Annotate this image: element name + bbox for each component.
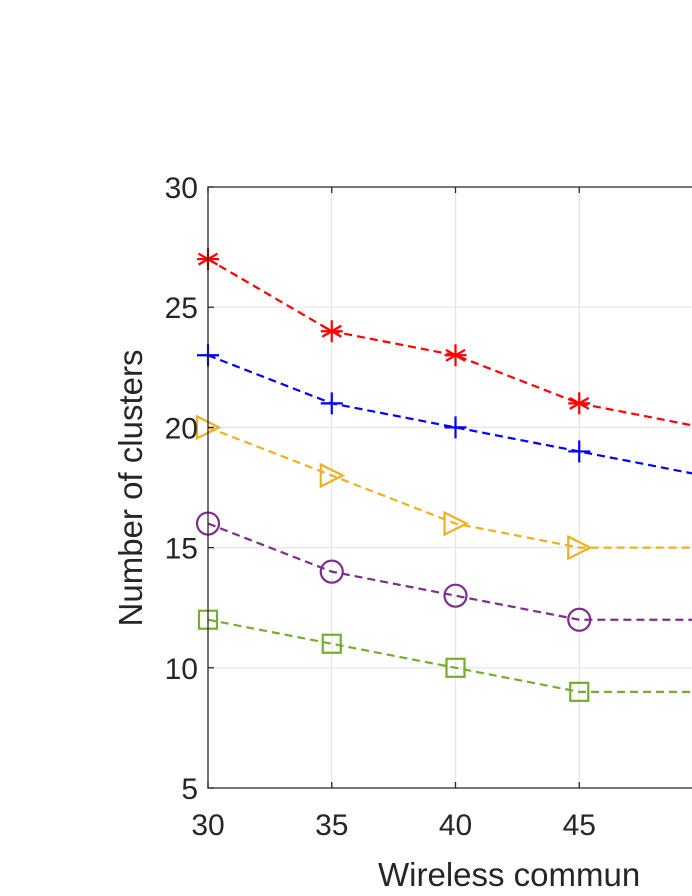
series-asterisk <box>197 248 692 427</box>
circle-marker <box>443 583 468 608</box>
square-marker <box>569 681 590 702</box>
triangle-right-marker <box>319 462 346 489</box>
square-marker <box>445 657 466 678</box>
plus-marker <box>444 416 467 439</box>
axes-box <box>207 186 692 789</box>
x-tick-label: 35 <box>315 809 348 842</box>
x-tick-label: 30 <box>191 809 224 842</box>
asterisk-marker <box>320 320 343 343</box>
y-tick-label: 25 <box>165 292 198 325</box>
series-triangle-right <box>195 414 692 561</box>
triangle-right-marker <box>567 534 593 561</box>
series-line <box>207 618 692 693</box>
triangle-right-marker <box>443 510 469 537</box>
y-tick-label: 30 <box>165 172 198 205</box>
axes <box>207 186 692 789</box>
tick-labels: 30354045551015202530 <box>165 172 596 842</box>
asterisk-marker <box>444 344 467 367</box>
circle-marker <box>567 607 592 632</box>
y-tick-label: 15 <box>165 533 198 566</box>
x-tick-label: 40 <box>439 809 472 842</box>
grid <box>208 187 692 788</box>
y-tick-label: 20 <box>165 412 198 445</box>
series-line <box>207 354 692 475</box>
square-marker <box>321 633 342 654</box>
x-axis-label: Wireless commun <box>378 856 640 893</box>
series-line <box>207 426 692 549</box>
series-layer <box>195 248 692 702</box>
y-tick-label: 5 <box>181 773 198 806</box>
series-square <box>197 609 692 702</box>
series-circle <box>195 511 692 632</box>
y-axis-label: Number of clusters <box>112 350 149 627</box>
circle-marker <box>319 559 344 584</box>
plus-marker <box>568 440 591 463</box>
series-line <box>207 258 692 427</box>
y-tick-label: 10 <box>165 653 198 686</box>
series-plus <box>197 344 692 475</box>
asterisk-marker <box>568 392 591 415</box>
plus-marker <box>320 392 343 415</box>
x-tick-label: 45 <box>563 809 596 842</box>
